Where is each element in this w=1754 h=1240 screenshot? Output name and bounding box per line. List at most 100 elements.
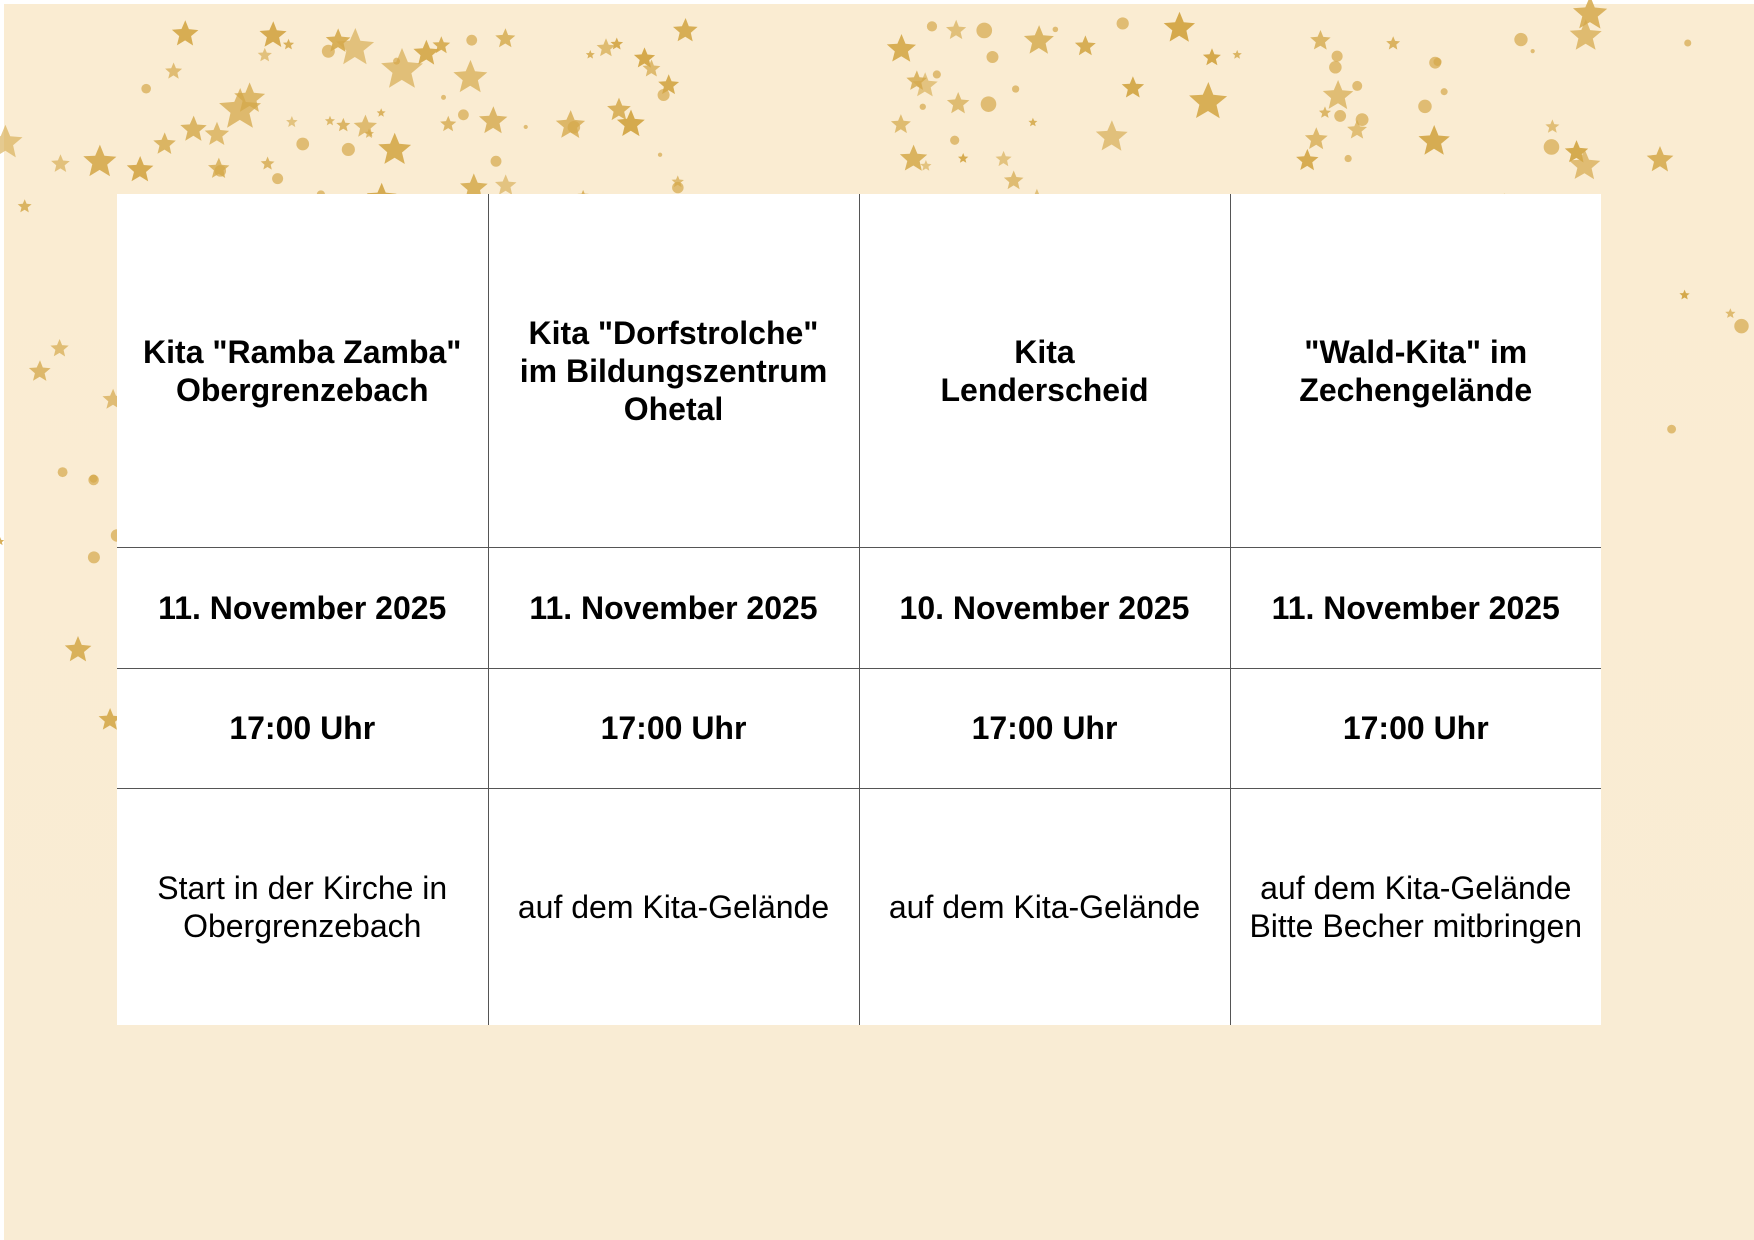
star-icon <box>585 50 595 59</box>
dot-icon <box>567 120 581 134</box>
star-icon <box>336 28 375 65</box>
star-icon <box>64 636 92 662</box>
star-icon <box>432 36 451 54</box>
dot-icon <box>1331 50 1343 62</box>
dot-icon <box>296 137 310 151</box>
star-icon <box>257 47 272 62</box>
cell-location: auf dem Kita-Gelände Bitte Becher mitbri… <box>1229 788 1601 1025</box>
dot-icon <box>89 474 98 483</box>
star-icon <box>325 28 351 52</box>
star-icon <box>153 132 176 154</box>
star-icon <box>1296 148 1319 171</box>
star-icon <box>1023 25 1054 54</box>
dot-icon <box>341 142 355 157</box>
star-icon <box>1573 0 1608 29</box>
star-icon <box>51 154 70 172</box>
dot-icon <box>1667 424 1677 434</box>
star-icon <box>995 150 1012 167</box>
star-icon <box>890 114 911 134</box>
dot-icon <box>1543 139 1560 155</box>
star-icon <box>1569 19 1602 50</box>
dot-icon <box>657 88 670 102</box>
star-icon <box>219 88 261 128</box>
star-icon <box>460 173 488 200</box>
star-icon <box>282 38 295 50</box>
star-icon <box>1322 80 1354 110</box>
star-icon <box>440 115 457 132</box>
dot-icon <box>926 21 938 32</box>
star-icon <box>886 34 916 62</box>
star-icon <box>920 160 932 171</box>
star-icon <box>1386 36 1401 50</box>
star-icon <box>1545 119 1560 133</box>
star-icon <box>1725 308 1736 318</box>
dot-icon <box>1334 110 1347 122</box>
dot-icon <box>490 155 502 167</box>
dot-icon <box>986 50 999 63</box>
dot-icon <box>1329 60 1342 74</box>
star-icon <box>1418 125 1450 155</box>
star-icon <box>259 21 287 47</box>
star-icon <box>260 156 275 170</box>
star-icon <box>453 59 488 93</box>
star-icon <box>1564 140 1589 163</box>
star-icon <box>1163 11 1195 42</box>
star-icon <box>673 18 698 42</box>
cell-date: 10. November 2025 <box>858 547 1231 669</box>
dot-icon <box>976 22 993 39</box>
star-icon <box>495 174 517 195</box>
cell-location: Start in der Kirche in Obergrenzebach <box>117 788 489 1025</box>
star-icon <box>1074 35 1096 56</box>
dot-icon <box>214 165 227 177</box>
dot-icon <box>657 152 663 157</box>
table-row-kita: Kita "Ramba Zamba" Obergrenzebach Kita "… <box>117 194 1601 549</box>
star-icon <box>324 115 335 126</box>
dot-icon <box>1352 80 1363 91</box>
star-icon <box>946 92 970 114</box>
star-icon <box>126 156 154 182</box>
dot-icon <box>141 83 151 94</box>
star-icon <box>378 132 412 164</box>
star-icon <box>1121 76 1145 98</box>
star-icon <box>381 48 423 88</box>
cell-time: 17:00 Uhr <box>117 667 489 790</box>
star-icon <box>1028 117 1038 127</box>
schedule-table: Kita "Ramba Zamba" Obergrenzebach Kita "… <box>117 194 1601 1025</box>
dot-icon <box>1514 32 1528 47</box>
cell-date: 11. November 2025 <box>117 547 489 669</box>
star-icon <box>946 19 967 40</box>
star-icon <box>1304 127 1328 150</box>
star-icon <box>1232 49 1242 59</box>
star-icon <box>596 38 616 57</box>
star-icon <box>1347 119 1367 139</box>
dot-icon <box>1684 39 1692 47</box>
star-icon <box>0 124 23 158</box>
star-icon <box>98 708 122 730</box>
cell-time: 17:00 Uhr <box>487 667 860 790</box>
star-icon <box>0 537 5 546</box>
cell-location: auf dem Kita-Gelände <box>487 788 860 1025</box>
dot-icon <box>466 34 478 46</box>
star-icon <box>17 199 32 213</box>
star-icon <box>102 388 124 409</box>
star-icon <box>1679 289 1690 300</box>
cell-kita-name: "Wald-Kita" im Zechengelände <box>1229 194 1601 549</box>
star-icon <box>28 360 51 381</box>
star-icon <box>671 175 684 188</box>
dot-icon <box>1418 99 1432 114</box>
star-icon <box>616 109 645 137</box>
dot-icon <box>1344 154 1352 163</box>
star-icon <box>1646 146 1674 172</box>
dot-icon <box>523 124 528 130</box>
star-icon <box>376 108 386 117</box>
star-icon <box>912 72 938 97</box>
dot-icon <box>1734 318 1749 334</box>
star-icon <box>1095 120 1128 151</box>
star-icon <box>958 153 969 163</box>
table-row-date: 11. November 2025 11. November 2025 10. … <box>117 547 1601 669</box>
dot-icon <box>1011 85 1020 93</box>
star-icon <box>899 144 928 171</box>
table-row-location: Start in der Kirche in Obergrenzebach au… <box>117 788 1601 1025</box>
dot-icon <box>1440 88 1448 96</box>
star-icon <box>180 115 207 141</box>
